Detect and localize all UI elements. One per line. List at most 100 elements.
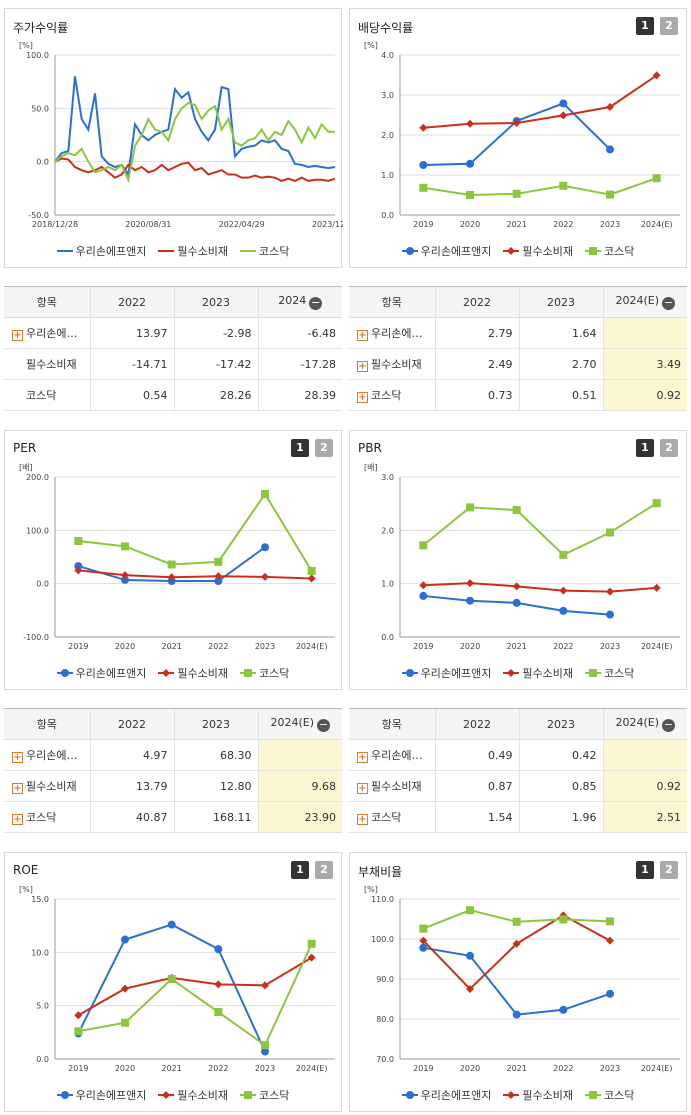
table-cell: 13.97 [89, 317, 174, 349]
data-point [466, 985, 474, 993]
legend-label: 우리손에프앤지 [75, 667, 147, 680]
data-point [121, 984, 129, 993]
expand-icon[interactable]: + [357, 814, 368, 825]
axis-unit: [배] [19, 463, 33, 472]
legend-item[interactable]: 필수소비재 [503, 1087, 573, 1103]
y-tick-label: 15.0 [31, 895, 49, 904]
expand-icon[interactable]: + [12, 752, 23, 763]
table-row: + 우리손에… 4.97 68.30 [4, 739, 342, 771]
chart-button-2[interactable]: 2 [315, 861, 333, 879]
legend-item[interactable]: 코스닥 [585, 243, 634, 259]
x-tick-label: 2019 [68, 1064, 88, 1073]
data-point [512, 189, 521, 198]
legend-item[interactable]: 코스닥 [585, 665, 634, 681]
table-cell: 23.90 [257, 801, 342, 833]
expand-icon[interactable]: + [12, 330, 23, 341]
legend-swatch [240, 1091, 257, 1099]
chart-button-1[interactable]: 1 [636, 17, 654, 35]
legend-item[interactable]: 필수소비재 [503, 665, 573, 681]
x-tick-label: 2024(E) [296, 642, 328, 651]
chart-button-1[interactable]: 1 [291, 439, 309, 457]
chart-button-1[interactable]: 1 [636, 861, 654, 879]
chart-button-2[interactable]: 2 [660, 439, 678, 457]
expand-icon[interactable]: + [357, 330, 368, 341]
chart-button-2[interactable]: 2 [660, 861, 678, 879]
row-label: + 우리손에… [4, 317, 90, 349]
data-point [261, 543, 269, 552]
data-point [419, 591, 428, 600]
legend-item[interactable]: 코스닥 [240, 243, 289, 259]
table-cell [257, 739, 342, 771]
row-label: + 우리손에… [4, 739, 90, 771]
collapse-icon[interactable]: − [309, 296, 323, 310]
legend-item[interactable]: 코스닥 [585, 1087, 634, 1103]
legend-item[interactable]: 우리손에프앤지 [401, 665, 491, 681]
data-point [261, 490, 269, 499]
x-tick-label: 2019 [413, 642, 433, 651]
legend-item[interactable]: 우리손에프앤지 [401, 1087, 491, 1103]
legend-item[interactable]: 필수소비재 [158, 243, 228, 259]
legend-item[interactable]: 코스닥 [240, 665, 289, 681]
legend-item[interactable]: 코스닥 [240, 1087, 289, 1103]
chart-button-1[interactable]: 1 [291, 861, 309, 879]
legend-item[interactable]: 필수소비재 [503, 243, 573, 259]
data-point [307, 566, 316, 575]
series-line [78, 492, 313, 572]
data-point [606, 528, 614, 537]
data-point [606, 190, 614, 199]
legend-swatch [503, 247, 520, 255]
legend: 우리손에프앤지 필수소비재 코스닥 [5, 665, 341, 681]
series-line [423, 946, 611, 1016]
data-point [559, 550, 568, 559]
expand-icon[interactable]: + [357, 361, 368, 372]
legend-item[interactable]: 우리손에프앤지 [56, 665, 147, 681]
chart-button-1[interactable]: 1 [636, 439, 654, 457]
x-tick-label: 2022 [553, 1064, 573, 1073]
legend-label: 코스닥 [259, 1089, 290, 1102]
data-point [512, 917, 521, 926]
expand-icon[interactable]: + [12, 814, 23, 825]
table-cell: 0.49 [434, 739, 519, 771]
data-point [559, 99, 568, 108]
legend-item[interactable]: 우리손에프앤지 [56, 243, 146, 259]
data-point [261, 572, 269, 581]
y-tick-label: 0.0 [36, 580, 49, 589]
data-point [74, 566, 83, 575]
x-tick-label: 2022 [208, 1064, 228, 1073]
legend-item[interactable]: 필수소비재 [158, 665, 228, 681]
legend-label: 필수소비재 [522, 245, 574, 258]
y-tick-label: 80.0 [376, 1015, 394, 1024]
legend-item[interactable]: 필수소비재 [158, 1087, 228, 1103]
table-cell: 12.80 [173, 770, 258, 802]
expand-icon[interactable]: + [12, 783, 23, 794]
expand-icon[interactable]: + [357, 392, 368, 403]
table-cell: -17.28 [257, 348, 342, 380]
collapse-icon[interactable]: − [662, 296, 676, 310]
legend-item[interactable]: 우리손에프앤지 [56, 1087, 146, 1103]
legend-item[interactable]: 우리손에프앤지 [401, 243, 491, 259]
collapse-icon[interactable]: − [662, 718, 676, 732]
table-dividend-yield: 항목 2022 2023 2024(E) − + 우리손에… 2.79 1.64 + 필수소비재 2.… [349, 286, 687, 411]
expand-icon[interactable]: + [357, 752, 368, 763]
table-cell [602, 317, 687, 349]
legend-label: 필수소비재 [522, 1089, 574, 1102]
expand-icon[interactable]: + [357, 783, 368, 794]
data-point [214, 577, 223, 586]
panel-title: 배당수익률 [358, 21, 414, 35]
collapse-icon[interactable]: − [317, 718, 331, 732]
x-tick-label: 2024(E) [641, 1064, 673, 1073]
row-label: + 우리손에… [349, 317, 435, 349]
series-line [423, 177, 657, 197]
x-tick-label: 2020 [460, 1064, 480, 1073]
axis-unit: [%] [19, 885, 33, 894]
data-point [559, 915, 568, 924]
x-tick-label: 2021 [161, 1064, 181, 1073]
table-row: + 코스닥 0.73 0.51 0.92 [349, 379, 687, 411]
chart-button-2[interactable]: 2 [315, 439, 333, 457]
y-tick-label: 3.0 [381, 473, 394, 482]
x-tick-label: 2019 [413, 220, 433, 229]
chart-button-2[interactable]: 2 [660, 17, 678, 35]
